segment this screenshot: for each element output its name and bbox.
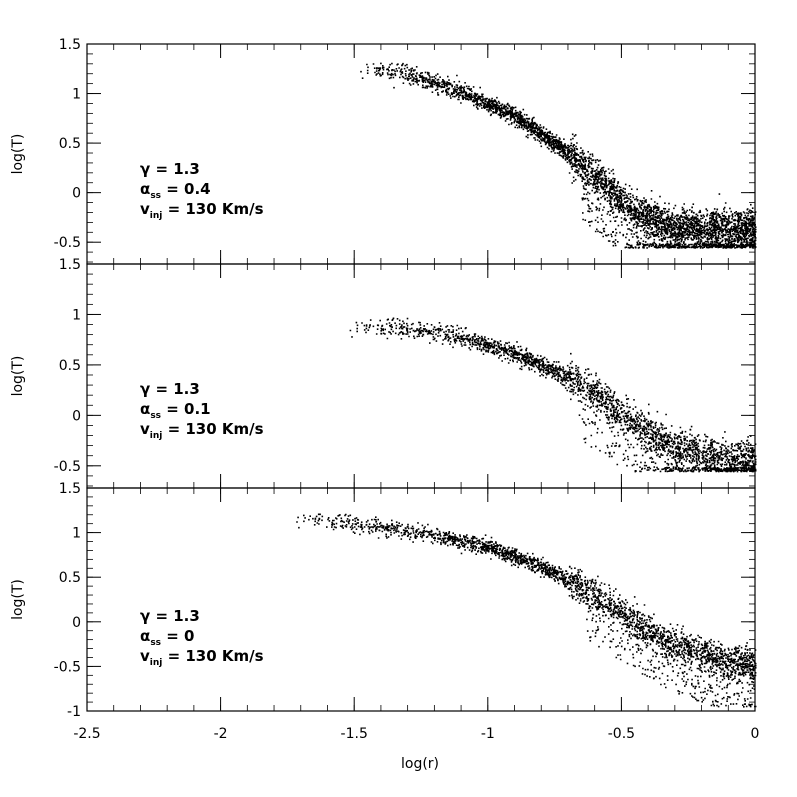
scatter-cloud (296, 513, 757, 708)
gamma-label: γ = 1.3 (140, 160, 200, 178)
scatter-points-middle (349, 317, 757, 473)
alpha-label: αss = 0.4 (140, 180, 211, 201)
y-tick-label: -0.5 (54, 459, 81, 475)
panel-frame (86, 263, 756, 489)
y-tick-label: 0 (72, 186, 81, 202)
x-tick-label: -0.5 (608, 726, 635, 742)
x-axis-label: log(r) (401, 756, 439, 772)
y-axis-label: log(T) (10, 579, 26, 620)
velocity-label: vinj = 130 Km/s (140, 420, 264, 441)
alpha-label: αss = 0 (140, 627, 194, 648)
scatter-cloud (360, 62, 757, 249)
y-axis-label: log(T) (10, 356, 26, 397)
alpha-label: αss = 0.1 (140, 400, 211, 421)
y-tick-label: 1.5 (59, 257, 81, 273)
y-tick-label: 1.5 (59, 37, 81, 53)
x-tick-label: 0 (751, 726, 760, 742)
x-tick-label: -1.5 (341, 726, 368, 742)
y-tick-label: 0.5 (59, 570, 81, 586)
y-axis-label: log(T) (10, 134, 26, 175)
x-axis: -2.5 -2 -1.5 -1 -0.5 0 log(r) (73, 726, 759, 772)
y-tick-label: 1 (72, 87, 81, 103)
gamma-label: γ = 1.3 (140, 380, 200, 398)
x-tick-label: -2 (214, 726, 228, 742)
y-tick-label: -0.5 (54, 659, 81, 675)
y-tick-label: 0 (72, 408, 81, 424)
y-tick-label: -1 (67, 704, 81, 720)
y-tick-label: 0 (72, 615, 81, 631)
scatter-cloud (349, 317, 757, 473)
x-tick-label: -1 (481, 726, 495, 742)
velocity-label: vinj = 130 Km/s (140, 200, 264, 221)
y-tick-label: 1 (72, 307, 81, 323)
y-tick-label: 1.5 (59, 481, 81, 497)
scatter-points-bottom (296, 513, 757, 708)
x-tick-label: -2.5 (73, 726, 100, 742)
scatter-points-top (360, 62, 757, 249)
y-tick-label: -0.5 (54, 235, 81, 251)
velocity-label: vinj = 130 Km/s (140, 647, 264, 668)
y-tick-label: 1 (72, 526, 81, 542)
gamma-label: γ = 1.3 (140, 607, 200, 625)
y-tick-label: 0.5 (59, 358, 81, 374)
y-tick-label: 0.5 (59, 136, 81, 152)
panel-frame (86, 487, 756, 712)
